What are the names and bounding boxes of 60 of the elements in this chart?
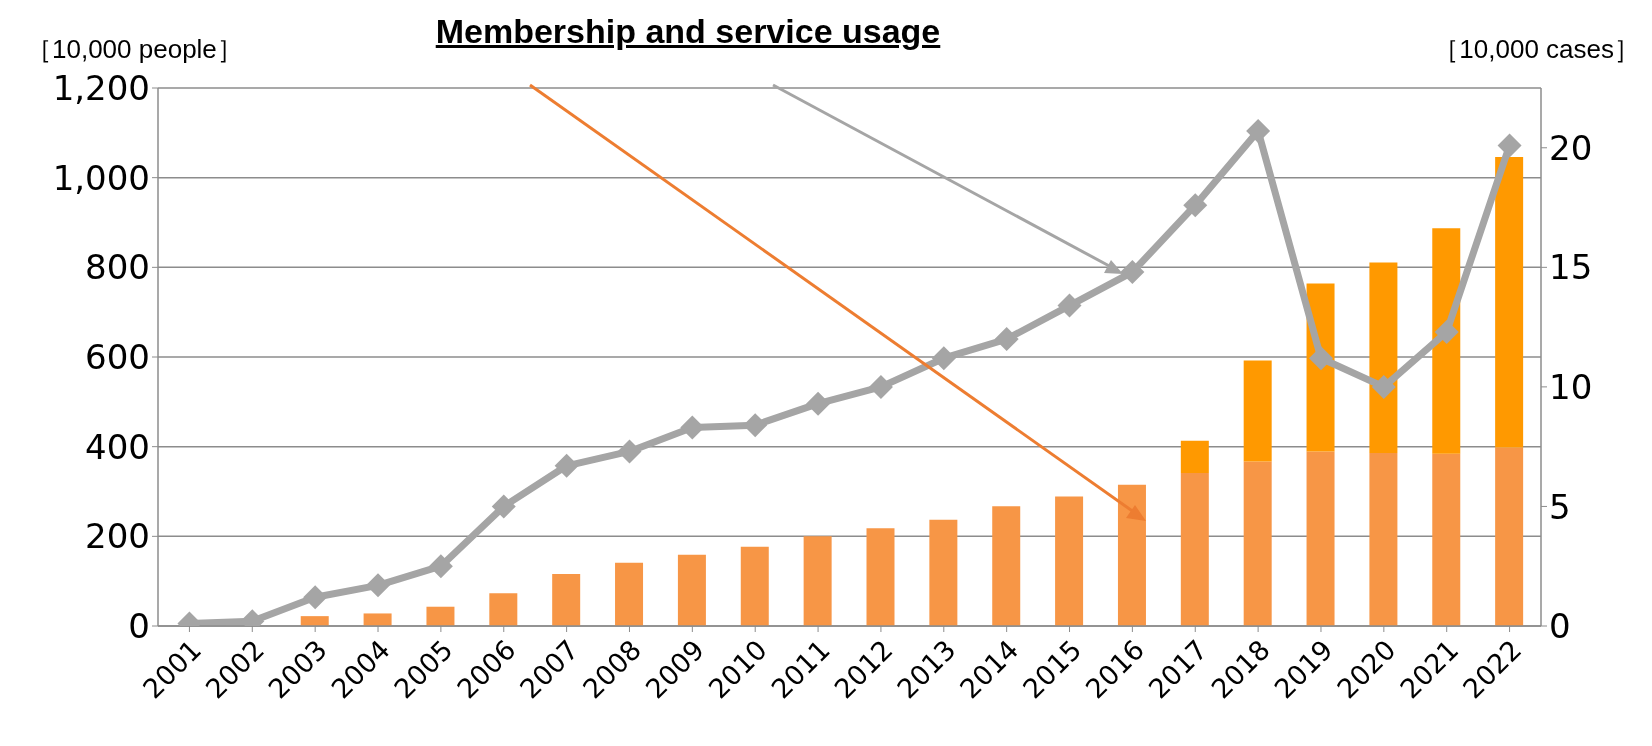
y2-tick-label: 5 (1549, 486, 1571, 527)
point (303, 585, 328, 610)
point (366, 573, 391, 598)
bar (1369, 452, 1398, 626)
point (931, 346, 956, 371)
bar (1495, 157, 1524, 448)
point (1434, 319, 1459, 344)
bar (1432, 453, 1461, 626)
y-tick-label: 800 (85, 247, 150, 288)
y-tick-label: 1,200 (52, 68, 150, 109)
y2-tick-label: 15 (1549, 247, 1593, 288)
y-tick-label: 200 (85, 516, 150, 557)
chart-title: Membership and service usage (434, 12, 942, 51)
bar (363, 613, 392, 626)
bar (740, 546, 769, 626)
bar (1243, 360, 1272, 462)
point (994, 327, 1019, 352)
y2-tick-label: 0 (1549, 606, 1571, 647)
bar (615, 562, 644, 626)
y-tick-label: 600 (85, 337, 150, 378)
bar (1117, 484, 1146, 626)
y-tick-label: 1,000 (52, 157, 150, 198)
bar (677, 554, 706, 626)
point (617, 439, 642, 464)
point (1308, 346, 1333, 371)
bar (1180, 473, 1209, 626)
point (1497, 133, 1522, 158)
point (806, 391, 831, 416)
point (743, 413, 768, 438)
point (868, 374, 893, 399)
point (1246, 119, 1271, 144)
point (1120, 260, 1145, 285)
point (554, 453, 579, 478)
bar (1243, 461, 1272, 626)
y2-axis-title: ［10,000 cases］ (1433, 33, 1640, 66)
bar (929, 519, 958, 626)
point (491, 494, 516, 519)
bar (1055, 496, 1084, 626)
bar (1369, 262, 1398, 453)
bar (992, 506, 1021, 626)
y2-tick-label: 20 (1549, 127, 1593, 168)
bar (803, 536, 832, 626)
bar (1180, 440, 1209, 474)
bar (1306, 451, 1335, 626)
y-tick-label: 400 (85, 426, 150, 467)
bar (426, 606, 455, 626)
point (1371, 374, 1396, 399)
point (428, 554, 453, 579)
y2-tick-label: 10 (1549, 366, 1593, 407)
bar (489, 593, 518, 626)
point (1057, 293, 1082, 318)
point (1183, 193, 1208, 218)
y-axis-title: ［10,000 people］ (26, 33, 243, 66)
bar (1432, 228, 1461, 454)
bar (552, 573, 581, 626)
y-tick-label: 0 (128, 606, 150, 647)
bar (866, 528, 895, 626)
bar (1495, 447, 1524, 626)
bar (300, 616, 329, 626)
point (680, 415, 705, 440)
